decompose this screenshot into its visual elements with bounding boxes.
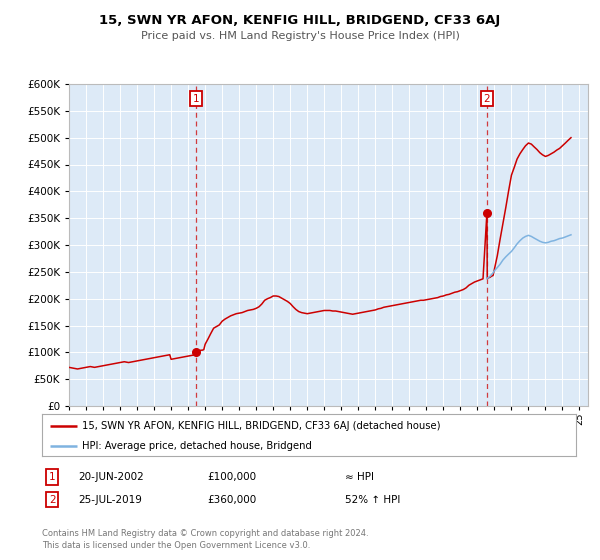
Text: HPI: Average price, detached house, Bridgend: HPI: Average price, detached house, Brid…: [82, 441, 312, 451]
Text: 1: 1: [49, 472, 56, 482]
Text: 25-JUL-2019: 25-JUL-2019: [78, 494, 142, 505]
Text: 20-JUN-2002: 20-JUN-2002: [78, 472, 144, 482]
Text: 15, SWN YR AFON, KENFIG HILL, BRIDGEND, CF33 6AJ: 15, SWN YR AFON, KENFIG HILL, BRIDGEND, …: [100, 14, 500, 27]
Text: Contains HM Land Registry data © Crown copyright and database right 2024.
This d: Contains HM Land Registry data © Crown c…: [42, 529, 368, 550]
Text: 2: 2: [484, 94, 490, 104]
Text: 15, SWN YR AFON, KENFIG HILL, BRIDGEND, CF33 6AJ (detached house): 15, SWN YR AFON, KENFIG HILL, BRIDGEND, …: [82, 421, 440, 431]
Text: £100,000: £100,000: [207, 472, 256, 482]
Text: 52% ↑ HPI: 52% ↑ HPI: [345, 494, 400, 505]
Text: £360,000: £360,000: [207, 494, 256, 505]
Text: 2: 2: [49, 494, 56, 505]
Text: 1: 1: [193, 94, 199, 104]
Text: Price paid vs. HM Land Registry's House Price Index (HPI): Price paid vs. HM Land Registry's House …: [140, 31, 460, 41]
Text: ≈ HPI: ≈ HPI: [345, 472, 374, 482]
